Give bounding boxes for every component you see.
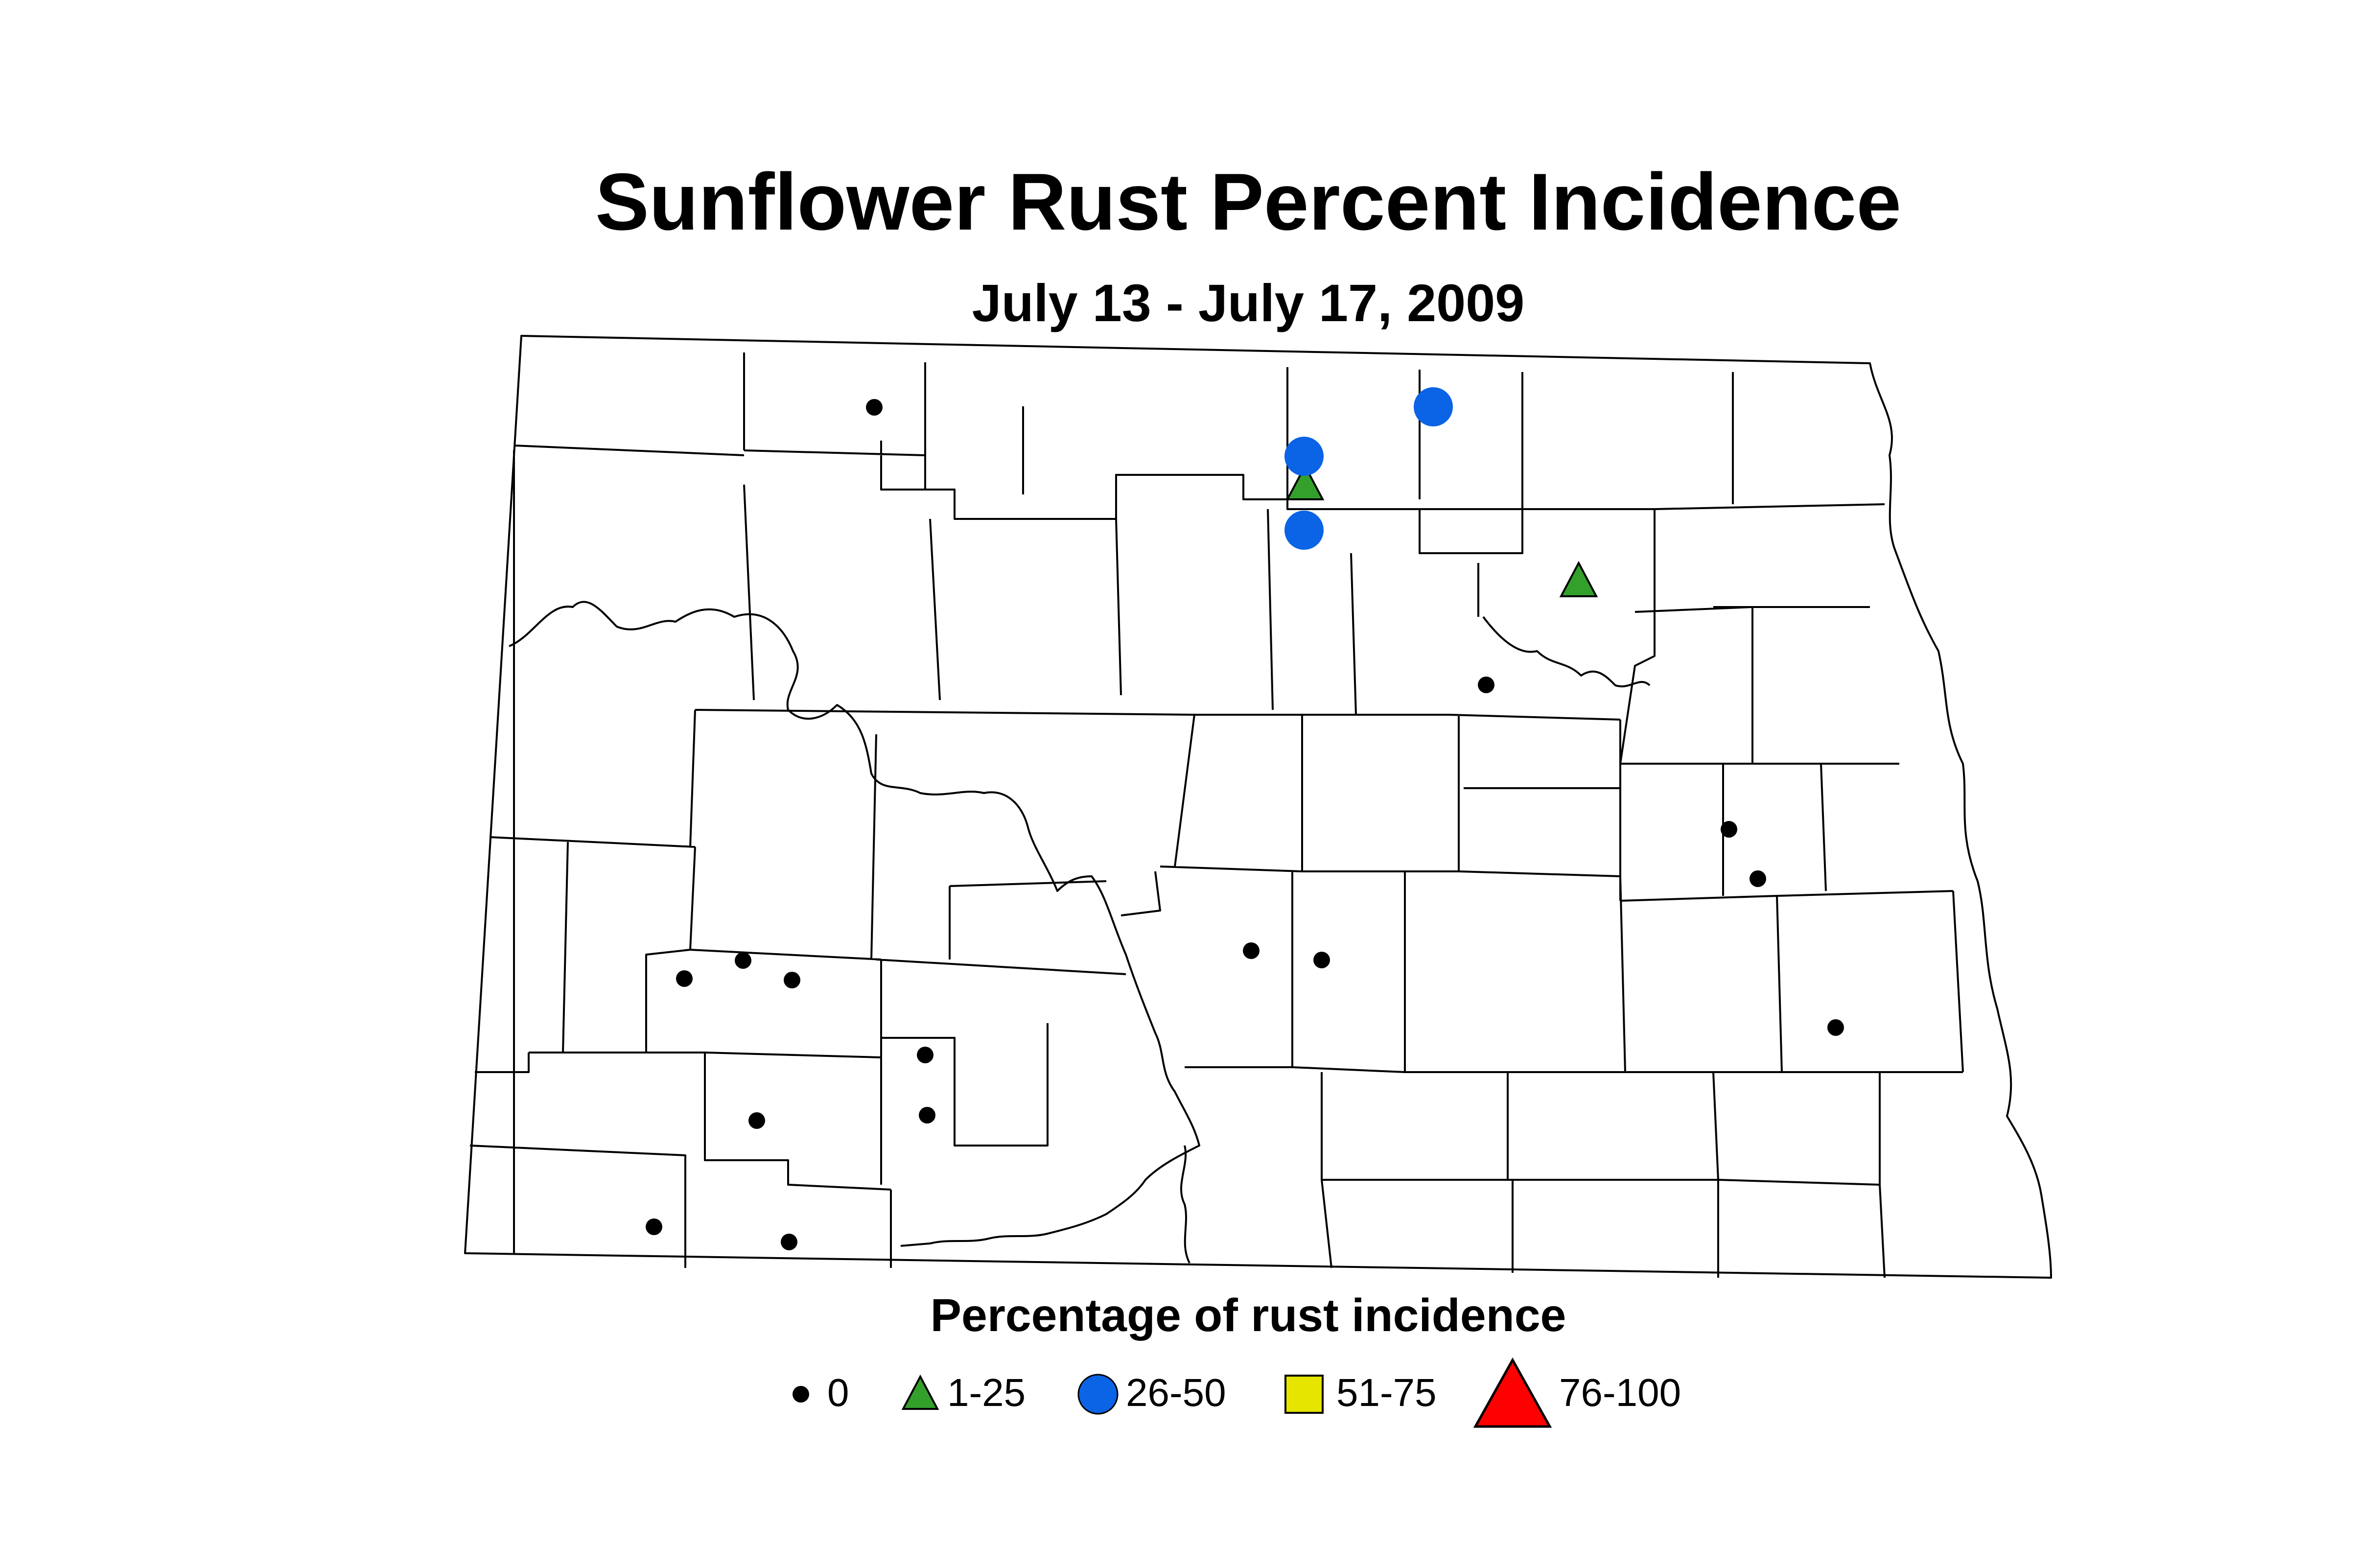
state-outline <box>464 335 2052 1279</box>
legend-symbols <box>793 1357 1552 1428</box>
zero-incidence-point <box>781 1234 797 1250</box>
low-incidence-triangle <box>1285 464 1325 500</box>
triangle-icon <box>901 1374 939 1410</box>
zero-incidence-point <box>919 1107 935 1124</box>
large-triangle-icon <box>1473 1357 1552 1428</box>
zero-incidence-point <box>866 399 883 416</box>
zero-incidence-point <box>735 952 751 969</box>
map-title: Sunflower Rust Percent Incidence <box>595 157 1902 247</box>
zero-incidence-point <box>917 1047 933 1063</box>
legend-label-26-50: 26-50 <box>1126 1371 1226 1414</box>
zero-incidence-point <box>1478 677 1494 693</box>
zero-incidence-point <box>1243 942 1260 959</box>
zero-incidence-point <box>676 970 693 987</box>
low-incidence-markers <box>1285 464 1598 597</box>
legend-title: Percentage of rust incidence <box>930 1289 1566 1341</box>
legend-label-76-100: 76-100 <box>1559 1371 1681 1414</box>
zero-incidence-point <box>646 1218 662 1235</box>
circle-icon <box>1077 1374 1119 1415</box>
zero-incidence-point <box>784 972 800 988</box>
legend-label-1-25: 1-25 <box>947 1371 1026 1414</box>
county-lines <box>469 352 1964 1278</box>
map-subtitle: July 13 - July 17, 2009 <box>972 273 1525 332</box>
moderate-incidence-circle <box>1284 437 1324 476</box>
low-incidence-triangle <box>1559 561 1598 597</box>
square-icon <box>1284 1375 1324 1414</box>
zero-incidence-markers <box>646 399 1844 1250</box>
lake-sakakawea <box>1180 1145 1190 1264</box>
zero-incidence-point <box>1827 1019 1844 1036</box>
zero-incidence-point <box>748 1112 765 1129</box>
moderate-incidence-markers <box>1284 387 1453 550</box>
zero-incidence-point <box>1750 870 1766 887</box>
moderate-incidence-circle <box>1414 387 1453 426</box>
legend-label-51-75: 51-75 <box>1336 1371 1437 1414</box>
legend-label-0: 0 <box>827 1371 849 1414</box>
zero-incidence-point <box>1721 821 1737 838</box>
devils-lake <box>1482 616 1651 687</box>
zero-incidence-point <box>1313 952 1330 968</box>
missouri-river <box>509 601 1200 1247</box>
small-dot-icon <box>793 1386 809 1403</box>
moderate-incidence-circle <box>1284 511 1324 550</box>
